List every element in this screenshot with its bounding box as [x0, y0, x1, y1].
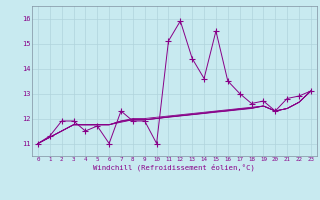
X-axis label: Windchill (Refroidissement éolien,°C): Windchill (Refroidissement éolien,°C)	[93, 164, 255, 171]
